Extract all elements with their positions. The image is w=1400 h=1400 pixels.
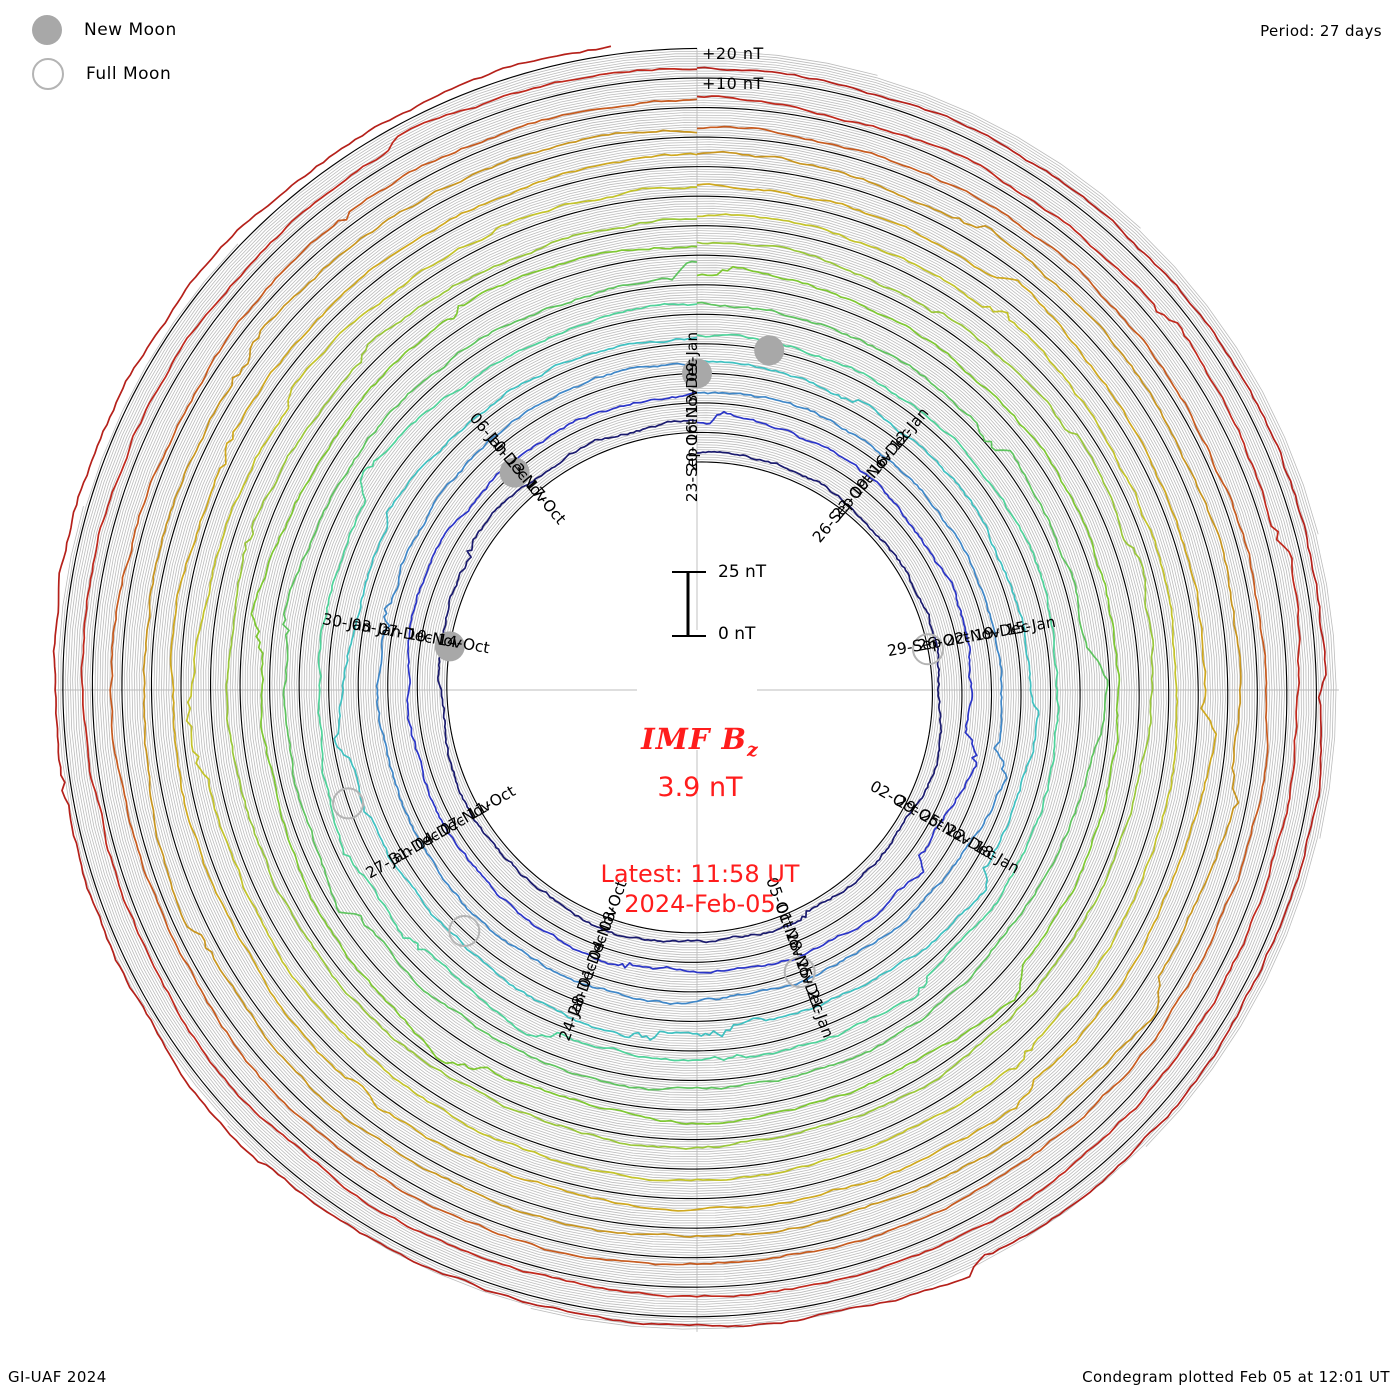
- period-label: Period: 27 days: [1260, 22, 1382, 40]
- data-trace: [282, 260, 1109, 1091]
- legend-item-new-moon: New Moon: [22, 8, 177, 52]
- latest-date: 2024-Feb-05: [624, 890, 776, 918]
- data-trace: [406, 391, 978, 974]
- credit-label: GI-UAF 2024: [8, 1368, 107, 1386]
- legend-label-full-moon: Full Moon: [86, 64, 172, 84]
- current-value: 3.9 nT: [657, 772, 743, 803]
- new-moon-marker-icon: [434, 631, 465, 662]
- moon-legend: New Moon Full Moon: [22, 8, 177, 96]
- data-trace: [375, 362, 1008, 1006]
- data-trace: [437, 419, 943, 944]
- scalebar-top-label: 25 nT: [718, 562, 767, 582]
- data-trace: [333, 336, 1040, 1041]
- chart-title-main: IMF B: [641, 722, 748, 756]
- data-trace: [317, 302, 1060, 1062]
- date-label: 24-Jan: [556, 990, 590, 1043]
- date-label: 23-Sep: [683, 448, 701, 503]
- new-moon-icon: [32, 15, 62, 45]
- date-label: 16-Nov: [683, 388, 701, 444]
- full-moon-marker-icon: [912, 633, 944, 666]
- plotted-label: Condegram plotted Feb 05 at 12:01 UT: [1082, 1368, 1390, 1386]
- full-moon-marker-icon: [332, 787, 365, 820]
- data-traces: [52, 45, 1327, 1328]
- latest-time: Latest: 11:58 UT: [600, 860, 800, 888]
- scale-label-20nt: +20 nT: [702, 44, 764, 63]
- full-moon-icon: [32, 58, 64, 90]
- new-moon-marker-icon: [499, 457, 530, 488]
- date-label: 13-Dec: [683, 359, 701, 414]
- data-trace: [169, 152, 1218, 1212]
- new-moon-marker-icon: [754, 335, 785, 366]
- chart-title-sub: z: [747, 738, 759, 761]
- moon-markers: [332, 335, 944, 989]
- data-trace: [80, 67, 1301, 1298]
- data-trace: [250, 245, 1121, 1125]
- legend-label-new-moon: New Moon: [84, 20, 177, 40]
- data-trace: [52, 45, 1327, 1328]
- date-label: 20-Oct: [683, 419, 701, 472]
- legend-item-full-moon: Full Moon: [22, 52, 177, 96]
- scale-bar: [672, 571, 706, 637]
- data-trace: [185, 186, 1179, 1182]
- data-trace: [225, 218, 1155, 1150]
- full-moon-marker-icon: [783, 956, 816, 989]
- scale-label-10nt: +10 nT: [702, 74, 764, 93]
- full-moon-marker-icon: [448, 915, 481, 947]
- data-trace: [109, 98, 1269, 1266]
- chart-title: IMF Bz: [0, 722, 1400, 761]
- date-label: 09-Jan: [683, 332, 701, 382]
- scalebar-bottom-label: 0 nT: [718, 624, 756, 644]
- data-trace: [142, 129, 1242, 1238]
- spiral-baselines: [62, 47, 1317, 1318]
- new-moon-marker-icon: [682, 358, 712, 389]
